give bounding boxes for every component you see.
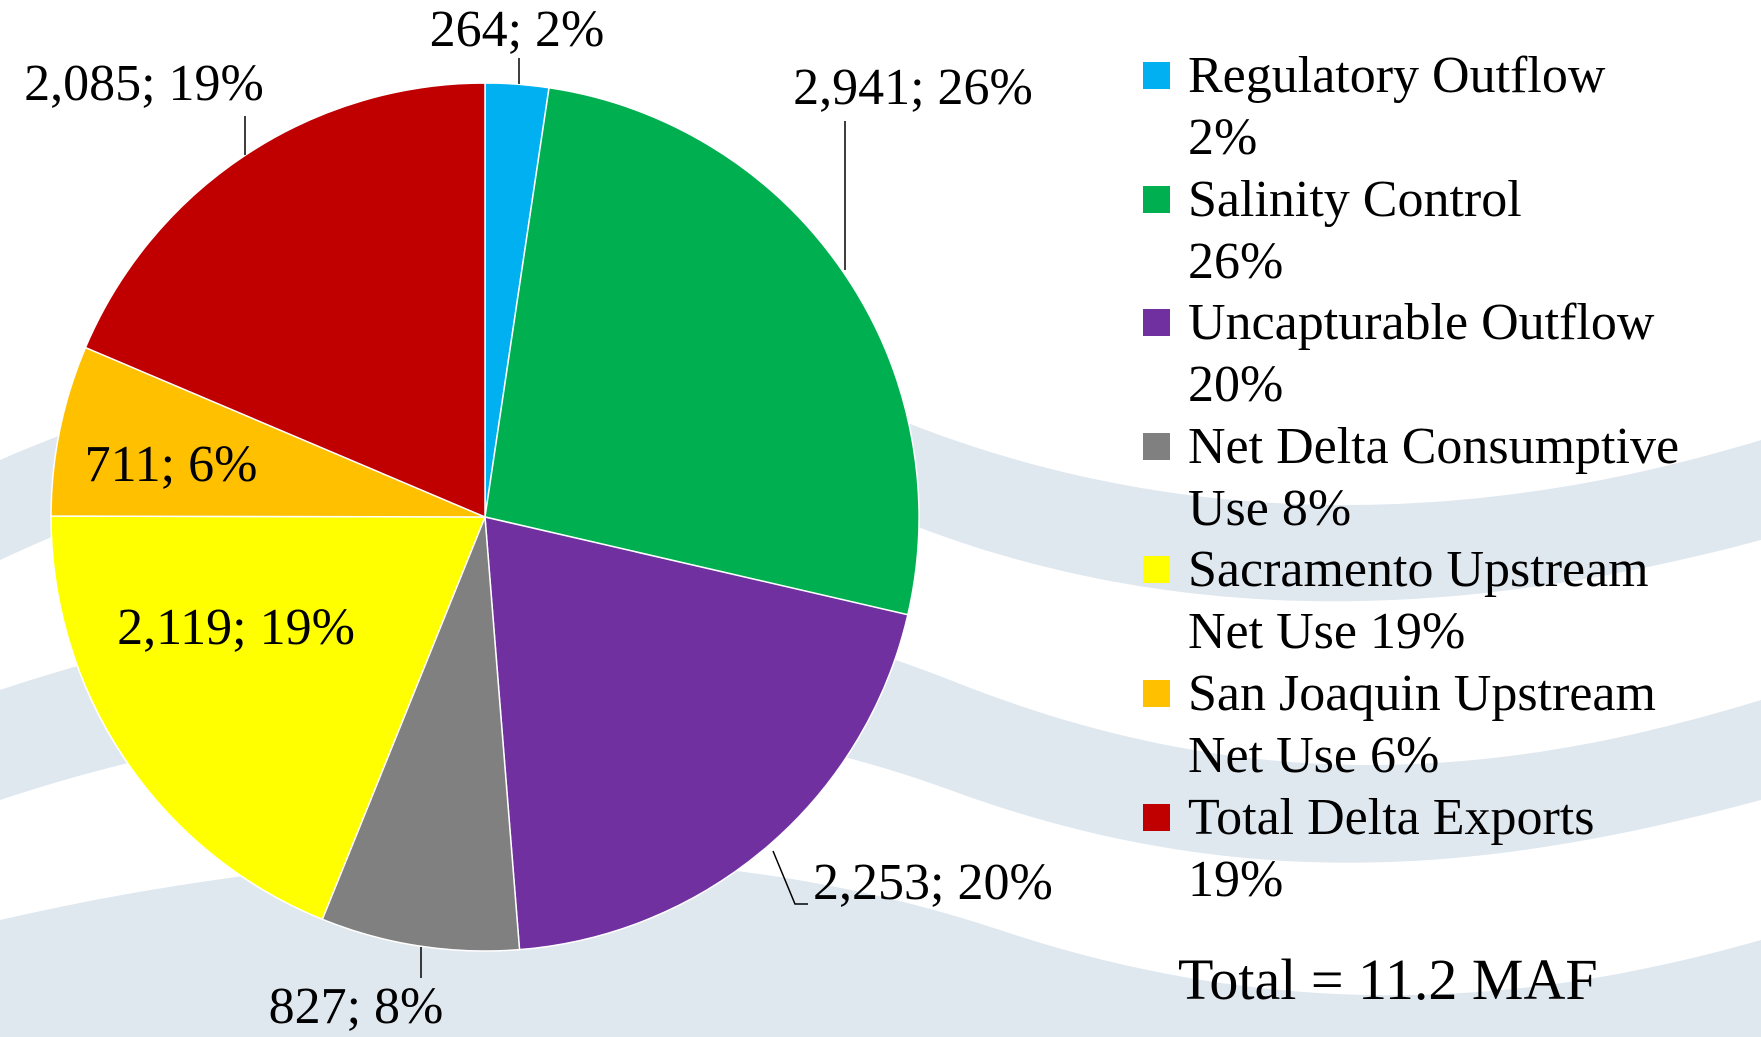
legend-label: Regulatory Outflow 2% — [1188, 47, 1606, 166]
legend-label: Sacramento Upstream Net Use 19% — [1188, 541, 1649, 661]
legend-swatch — [1143, 680, 1170, 707]
legend-swatch — [1143, 185, 1170, 213]
legend-label: Salinity Control 26% — [1188, 170, 1522, 290]
pie-slice — [50, 515, 487, 921]
data-label: 2,941; 26% — [793, 59, 1033, 116]
legend-label: Net Delta Consumptive Use 8% — [1188, 417, 1680, 537]
pie-slice — [484, 516, 909, 951]
legend-swatch — [1143, 803, 1170, 831]
pie-slice — [484, 86, 920, 616]
legend-swatch — [1143, 62, 1170, 89]
pie-slice — [321, 516, 521, 952]
legend-swatch — [1143, 556, 1170, 584]
data-label: 264; 2% — [430, 1, 605, 58]
pie-slice — [50, 346, 486, 518]
data-label: 2,253; 20% — [813, 854, 1053, 911]
pie-slice — [84, 82, 486, 519]
leader-line — [772, 850, 808, 905]
legend-label: San Joaquin Upstream Net Use 6% — [1188, 665, 1656, 784]
annotation: Total = 11.2 MAF — [1178, 947, 1598, 1012]
legend-swatch — [1143, 432, 1170, 460]
data-label: 2,119; 19% — [117, 599, 355, 656]
legend-label: Total Delta Exports 19% — [1188, 788, 1595, 908]
data-label: 2,085; 19% — [24, 55, 264, 112]
pie — [50, 82, 920, 952]
data-label: 711; 6% — [85, 436, 258, 493]
data-label: 827; 8% — [269, 978, 444, 1035]
legend-label: Uncapturable Outflow 20% — [1188, 294, 1655, 414]
legend-swatch — [1143, 309, 1170, 337]
